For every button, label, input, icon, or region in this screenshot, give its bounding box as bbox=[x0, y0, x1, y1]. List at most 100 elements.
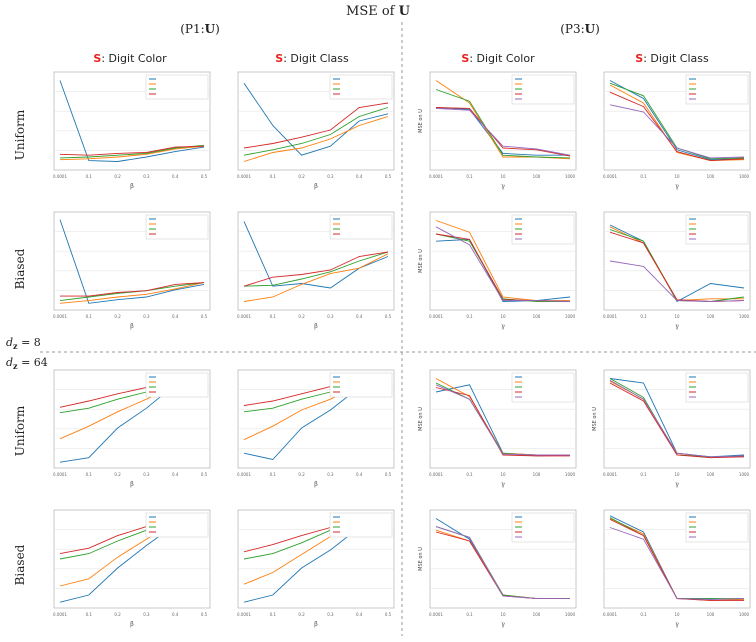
legend-box bbox=[685, 214, 749, 245]
x-tick-label: 1000 bbox=[565, 472, 576, 477]
x-tick-label: 100 bbox=[707, 472, 715, 477]
chart-panel-r4c3: 0.0001 0.1 10 100 1000 γ MSE on U bbox=[418, 509, 577, 628]
x-axis-label: γ bbox=[675, 621, 679, 628]
series-line-4 bbox=[435, 387, 570, 457]
col-title-3: S: Digit Color bbox=[418, 52, 578, 65]
col-title-4-rest: : Digit Class bbox=[643, 52, 709, 65]
legend-box bbox=[685, 372, 749, 403]
series-line-5 bbox=[609, 527, 745, 600]
x-tick-label: 0.0001 bbox=[603, 472, 617, 477]
dz-label-8: dz = 8 bbox=[6, 336, 41, 351]
dz-64-sub: z bbox=[13, 361, 18, 372]
x-tick-label: 0.1 bbox=[640, 612, 647, 617]
dz-64-post: = 64 bbox=[17, 356, 48, 369]
chart-panel-r1c1: 0.0001 0.1 0.2 0.3 0.4 0.5 β bbox=[53, 71, 211, 190]
x-tick-label: 0.1 bbox=[86, 612, 93, 617]
dz-8-pre: d bbox=[6, 336, 14, 349]
series-line-3 bbox=[435, 89, 571, 159]
x-tick-label: 0.2 bbox=[298, 174, 305, 179]
legend-box bbox=[329, 512, 393, 538]
chart-panel-r1c3: 0.0001 0.1 10 100 1000 γ MSE on U bbox=[418, 71, 577, 190]
series-line-1 bbox=[435, 107, 570, 156]
x-tick-label: 100 bbox=[533, 314, 541, 319]
x-tick-label: 0.1 bbox=[270, 612, 277, 617]
x-tick-label: 100 bbox=[533, 612, 541, 617]
x-axis-label: γ bbox=[501, 183, 505, 190]
series-line-3 bbox=[243, 251, 389, 287]
y-axis-label: MSE on U bbox=[418, 109, 424, 133]
plot-frame bbox=[237, 211, 395, 311]
series-line-2 bbox=[243, 253, 389, 302]
col-title-2-s: S bbox=[275, 52, 284, 65]
x-tick-label: 0.0001 bbox=[603, 174, 617, 179]
x-tick-label: 0.0001 bbox=[429, 612, 443, 617]
x-tick-label: 0.0001 bbox=[53, 314, 67, 319]
series-line-5 bbox=[435, 107, 571, 156]
x-tick-label: 0.2 bbox=[298, 314, 305, 319]
chart-panel-r4c2: 0.0001 0.1 0.2 0.3 0.4 0.5 β bbox=[237, 509, 395, 628]
x-tick-label: 0.0001 bbox=[429, 174, 443, 179]
x-tick-label: 10 bbox=[500, 174, 506, 179]
x-tick-label: 1000 bbox=[739, 174, 750, 179]
x-axis-label: β bbox=[314, 621, 318, 628]
x-tick-label: 0.0001 bbox=[53, 472, 67, 477]
series-line-5 bbox=[435, 526, 570, 600]
dz-8-post: = 8 bbox=[17, 336, 41, 349]
series-line-1 bbox=[59, 80, 205, 162]
chart-panel-r2c4: 0.0001 0.1 10 100 1000 γ bbox=[603, 211, 751, 330]
chart-panel-r3c1: 0.0001 0.1 0.2 0.3 0.4 0.5 β bbox=[53, 369, 211, 488]
x-tick-label: 0.2 bbox=[298, 472, 305, 477]
col-title-4-s: S bbox=[635, 52, 644, 65]
x-tick-label: 1000 bbox=[739, 472, 750, 477]
x-tick-label: 0.5 bbox=[201, 472, 208, 477]
x-tick-label: 10 bbox=[500, 612, 506, 617]
x-tick-label: 0.5 bbox=[201, 612, 208, 617]
series-line-4 bbox=[243, 102, 389, 149]
x-tick-label: 0.0001 bbox=[237, 174, 251, 179]
x-tick-label: 1000 bbox=[739, 612, 750, 617]
x-tick-label: 0.0001 bbox=[237, 314, 251, 319]
section-title-right-suffix: ) bbox=[595, 22, 600, 36]
legend-box bbox=[511, 74, 575, 105]
x-tick-label: 10 bbox=[500, 472, 506, 477]
x-tick-label: 0.2 bbox=[114, 174, 121, 179]
x-axis-label: β bbox=[314, 481, 318, 488]
x-tick-label: 0.3 bbox=[143, 612, 150, 617]
x-tick-label: 0.1 bbox=[466, 612, 473, 617]
legend-box bbox=[329, 74, 393, 100]
x-tick-label: 0.2 bbox=[114, 472, 121, 477]
x-axis-label: γ bbox=[675, 323, 679, 330]
y-axis-label: MSE on U bbox=[418, 249, 424, 273]
col-title-4: S: Digit Class bbox=[592, 52, 752, 65]
chart-panel-r4c4: 0.0001 0.1 10 100 1000 γ bbox=[603, 509, 751, 628]
x-tick-label: 0.5 bbox=[385, 472, 392, 477]
x-axis-label: γ bbox=[501, 323, 505, 330]
series-line-4 bbox=[60, 282, 205, 297]
x-tick-label: 0.1 bbox=[270, 472, 277, 477]
x-tick-label: 0.1 bbox=[466, 174, 473, 179]
x-tick-label: 0.3 bbox=[327, 174, 334, 179]
x-tick-label: 0.2 bbox=[114, 314, 121, 319]
series-line-5 bbox=[435, 226, 571, 302]
chart-panel-r2c2: 0.0001 0.1 0.2 0.3 0.4 0.5 β bbox=[237, 211, 395, 330]
section-title-right: (P3:U) bbox=[404, 22, 756, 36]
x-tick-label: 0.5 bbox=[385, 174, 392, 179]
series-line-1 bbox=[435, 238, 571, 302]
legend-box bbox=[145, 512, 209, 538]
chart-panel-r2c1: 0.0001 0.1 0.2 0.3 0.4 0.5 β bbox=[53, 211, 211, 330]
x-tick-label: 0.3 bbox=[143, 472, 150, 477]
x-tick-label: 0.1 bbox=[640, 472, 647, 477]
section-title-left-prefix: (P1: bbox=[180, 22, 205, 36]
x-tick-label: 0.1 bbox=[640, 174, 647, 179]
legend-box bbox=[329, 372, 393, 398]
series-line-1 bbox=[609, 80, 745, 161]
x-tick-label: 0.0001 bbox=[603, 314, 617, 319]
x-tick-label: 0.0001 bbox=[429, 472, 443, 477]
x-tick-label: 1000 bbox=[739, 314, 750, 319]
x-tick-label: 0.2 bbox=[114, 612, 121, 617]
x-tick-label: 100 bbox=[707, 612, 715, 617]
x-tick-label: 0.3 bbox=[143, 174, 150, 179]
x-tick-label: 10 bbox=[500, 314, 506, 319]
x-axis-label: β bbox=[314, 183, 318, 190]
chart-panel-r3c2: 0.0001 0.1 0.2 0.3 0.4 0.5 β bbox=[237, 369, 395, 488]
